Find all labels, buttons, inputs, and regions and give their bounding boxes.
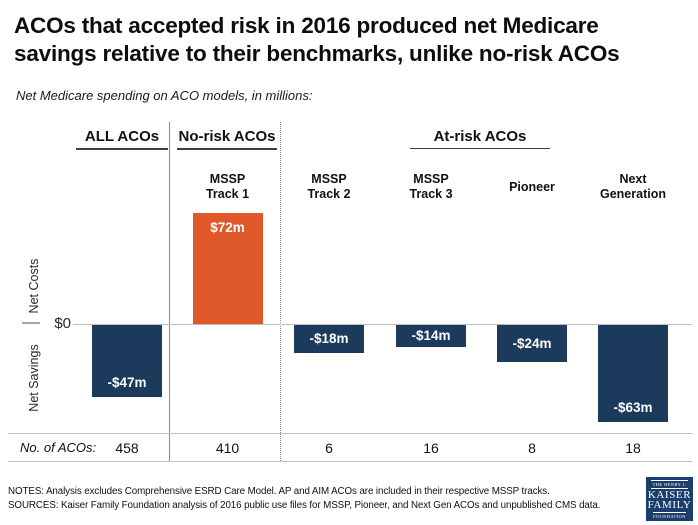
aco-count: 18 xyxy=(625,440,641,456)
aco-count: 6 xyxy=(325,440,333,456)
aco-count: 16 xyxy=(423,440,439,456)
bar-mssp-track-3: -$14m xyxy=(396,325,466,347)
kff-logo-foundation: FOUNDATION xyxy=(653,511,686,519)
kff-logo-kaiser: KAISER xyxy=(647,488,692,501)
kff-logo-top-text: THE HENRY J. xyxy=(650,479,689,489)
bar-all-acos: -$47m xyxy=(92,325,162,397)
zero-baseline xyxy=(73,324,692,325)
divider-solid-all-vs-norisk xyxy=(169,122,170,461)
bar-value-label: -$63m xyxy=(613,400,653,415)
column-label-line: Pioneer xyxy=(509,179,555,194)
counts-row-bottom-border xyxy=(8,461,692,462)
bar-value-label: -$47m xyxy=(107,375,147,390)
column-label: Pioneer xyxy=(482,170,583,204)
aco-count: 410 xyxy=(215,440,240,456)
zero-axis-label: $0 xyxy=(54,315,71,332)
aco-count: 8 xyxy=(528,440,536,456)
bar-value-label: -$14m xyxy=(411,328,451,343)
sources-line: SOURCES: Kaiser Family Foundation analys… xyxy=(8,500,601,511)
aco-count: 458 xyxy=(115,440,139,456)
bar-value-label: -$18m xyxy=(309,331,349,346)
column-label-line: MSSP xyxy=(311,172,347,186)
bar-next-generation: -$63m xyxy=(598,325,668,422)
footnotes: NOTES: Analysis excludes Comprehensive E… xyxy=(8,485,638,513)
column-label: Next Generation xyxy=(583,170,684,204)
axis-label-net-costs: Net Costs xyxy=(27,258,41,314)
bar-value-label: -$24m xyxy=(512,335,552,351)
column-label-line: MSSP xyxy=(413,172,449,186)
section-header-no-risk-acos: No-risk ACOs xyxy=(177,128,277,150)
bar-pioneer: -$24m xyxy=(497,325,567,362)
column-label: MSSP Track 2 xyxy=(279,170,380,204)
kff-logo-family: FAMILY xyxy=(647,499,692,511)
column-label-line: Generation xyxy=(600,187,666,201)
column-label: MSSP Track 1 xyxy=(177,170,278,204)
column-label-line: Track 3 xyxy=(409,187,453,201)
notes-line: NOTES: Analysis excludes Comprehensive E… xyxy=(8,486,550,497)
chart-title: ACOs that accepted risk in 2016 produced… xyxy=(14,12,690,68)
bar-mssp-track-2: -$18m xyxy=(294,325,364,353)
chart-subtitle: Net Medicare spending on ACO models, in … xyxy=(16,88,313,103)
counts-row-top-border xyxy=(8,433,692,434)
section-header-all-acos: ALL ACOs xyxy=(76,128,168,150)
column-label-line: MSSP xyxy=(209,172,246,186)
bar-value-label: $72m xyxy=(210,220,245,235)
kff-logo: THE HENRY J. KAISER FAMILY FOUNDATION xyxy=(646,477,693,521)
section-header-at-risk-acos: At-risk ACOs xyxy=(410,128,550,149)
bar-mssp-track-1: $72m xyxy=(192,213,263,324)
zero-axis-tick xyxy=(22,322,40,324)
column-label: MSSP Track 3 xyxy=(381,170,482,204)
column-label-line: Next xyxy=(619,172,647,186)
divider-dotted-norisk-vs-atrisk xyxy=(280,122,281,461)
column-label-line: Track 2 xyxy=(307,187,351,201)
column-label-line: Track 1 xyxy=(205,187,250,201)
axis-label-net-savings: Net Savings xyxy=(27,344,41,412)
chart-title-line1: ACOs that accepted risk in 2016 produced… xyxy=(14,13,599,38)
counts-row-label: No. of ACOs: xyxy=(20,440,97,455)
chart-title-line2: savings relative to their benchmarks, un… xyxy=(14,41,620,66)
